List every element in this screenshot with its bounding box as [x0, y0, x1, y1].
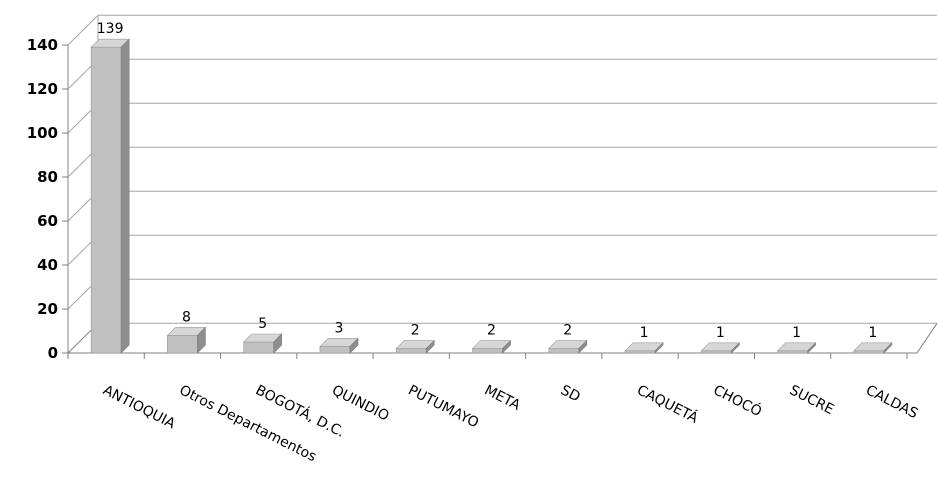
data-label: 1: [868, 325, 877, 341]
axes: [62, 15, 938, 359]
y-tick-label: 20: [37, 300, 58, 318]
data-label: 3: [334, 320, 343, 336]
x-tick-label: SUCRE: [787, 382, 837, 418]
data-label: 5: [258, 316, 267, 332]
x-tick-label: PUTUMAYO: [405, 382, 481, 431]
bar: [319, 337, 359, 354]
y-tick-label: 140: [27, 36, 58, 54]
floor-right-edge: [916, 323, 938, 354]
y-tick-label: 120: [27, 80, 58, 98]
data-label: 2: [563, 323, 572, 339]
y-tick-label: 80: [37, 168, 58, 186]
y-tick-labels: 0 20 40 60 80 100 120 140: [27, 36, 58, 362]
x-tick-label: CHOCÓ: [711, 381, 766, 421]
y-tick-label: 40: [37, 256, 58, 274]
x-tick-label: Otros Departamentos: [177, 382, 319, 465]
bars: [90, 38, 893, 354]
data-label: 2: [487, 323, 496, 339]
x-tick-label: SD: [558, 382, 583, 405]
bar: [853, 342, 893, 354]
y-tick-label: 100: [27, 124, 58, 142]
bar: [90, 38, 130, 354]
bar: [548, 339, 588, 354]
x-tick-label: CAQUETÁ: [634, 381, 701, 426]
data-label: 1: [716, 325, 725, 341]
bar: [395, 339, 435, 354]
data-label: 1: [792, 325, 801, 341]
y-tick-label: 0: [48, 344, 58, 362]
bar: [624, 342, 664, 354]
bar: [776, 342, 817, 354]
data-label: 8: [182, 309, 191, 325]
x-tick-label: ANTIOQUIA: [100, 382, 178, 432]
y-tick-label: 60: [37, 212, 58, 230]
x-tick-label: QUINDIO: [329, 382, 391, 424]
bar: [700, 342, 741, 354]
data-label: 2: [411, 323, 420, 339]
data-label: 1: [640, 325, 649, 341]
data-label: 139: [97, 21, 124, 37]
gridlines: [67, 14, 937, 310]
bar: [166, 326, 207, 354]
gridline-side: [67, 14, 99, 46]
bar: [242, 333, 283, 354]
data-labels: 139 8 5 3 2 2 2 1 1 1 1: [97, 21, 878, 341]
bar: [471, 339, 512, 354]
x-tick-label: META: [482, 382, 523, 414]
x-tick-label: CALDAS: [863, 382, 920, 422]
